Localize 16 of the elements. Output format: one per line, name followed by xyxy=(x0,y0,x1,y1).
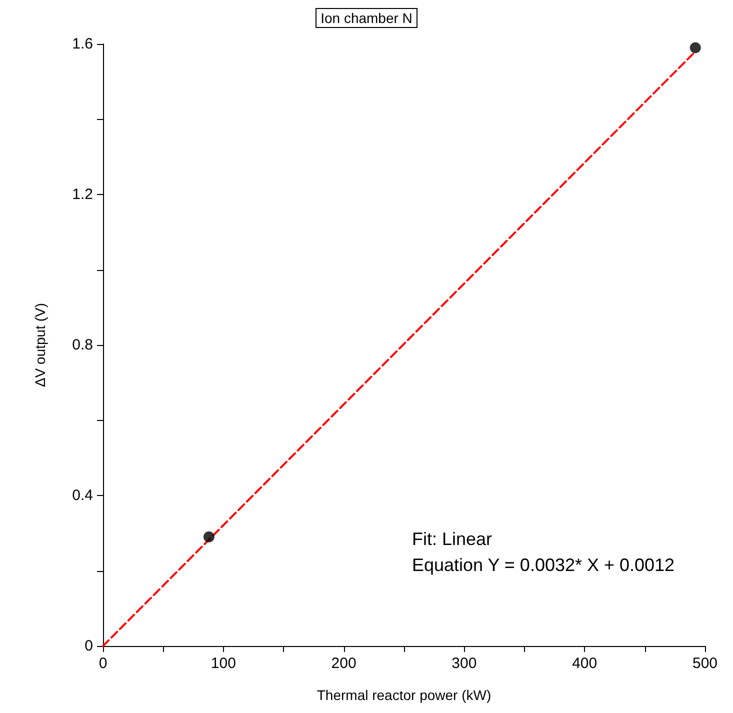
y-tick-label: 0.8 xyxy=(72,336,93,354)
x-tick-label: 400 xyxy=(572,655,598,672)
chart-title: Ion chamber N xyxy=(320,10,412,26)
x-tick-label: 300 xyxy=(452,655,477,672)
y-tick-label: 0.4 xyxy=(72,487,93,504)
y-axis-title: ΔV output (V) xyxy=(32,302,48,388)
x-tick-label: 200 xyxy=(331,655,356,672)
y-tick-label: 0 xyxy=(84,638,93,654)
annotation: Equation Y = 0.0032* X + 0.0012 xyxy=(412,555,675,575)
y-tick-label: 1.6 xyxy=(72,36,93,52)
y-tick-label: 1.2 xyxy=(72,186,93,203)
annotation: Fit: Linear xyxy=(412,529,492,549)
x-tick-label: 100 xyxy=(210,655,236,672)
x-tick-label: 500 xyxy=(692,655,718,672)
x-axis-title: Thermal reactor power (kW) xyxy=(316,687,492,703)
x-tick-label: 0 xyxy=(98,655,108,672)
